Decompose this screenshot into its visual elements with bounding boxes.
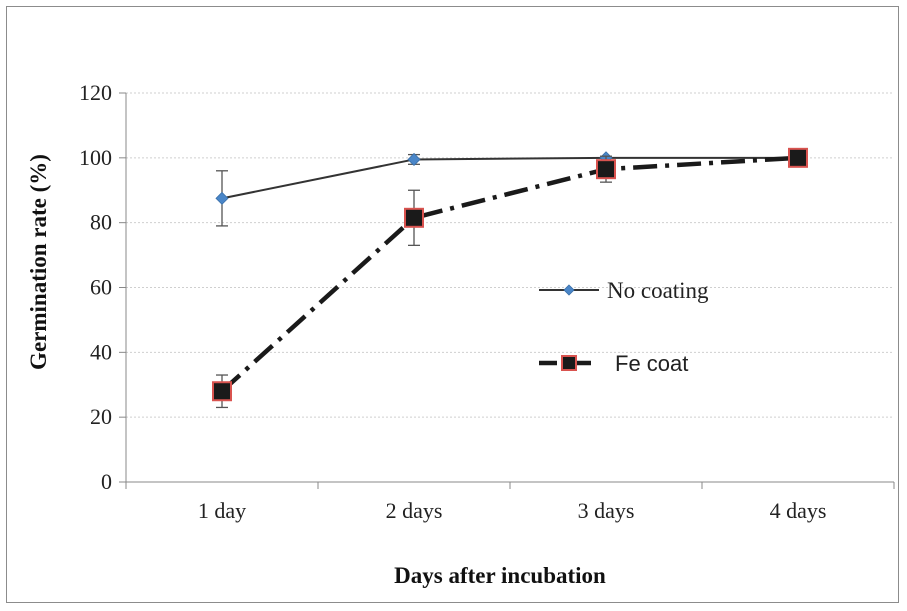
x-tick-label: 1 day <box>198 498 246 523</box>
data-point <box>215 191 229 205</box>
series-layer <box>212 147 808 409</box>
data-point <box>404 207 424 228</box>
gridlines <box>126 92 894 418</box>
x-tick-label: 3 days <box>578 498 635 523</box>
y-tick-labels: 0 20 40 60 80 100 120 <box>79 80 112 494</box>
series-fe-coat <box>212 147 808 409</box>
y-tick-label: 120 <box>79 80 112 105</box>
x-tick-label: 2 days <box>386 498 443 523</box>
data-point <box>407 152 421 167</box>
data-point <box>788 147 808 168</box>
y-axis-title: Germination rate (%) <box>26 154 51 370</box>
y-tick-label: 0 <box>101 469 112 494</box>
y-tick-label: 40 <box>90 339 112 364</box>
legend-marker <box>563 284 575 296</box>
x-axis-title: Days after incubation <box>394 563 606 588</box>
data-point <box>596 159 616 180</box>
y-tick-label: 20 <box>90 404 112 429</box>
chart-frame: 0 20 40 60 80 100 120 1 day 2 days 3 days 4 days … <box>6 6 899 603</box>
y-tick-label: 100 <box>79 145 112 170</box>
data-point <box>212 381 232 402</box>
x-tick-labels: 1 day 2 days 3 days 4 days <box>198 498 827 523</box>
y-tick-label: 80 <box>90 210 112 235</box>
legend-item-fe-coat: Fe coat <box>539 351 688 376</box>
legend-item-no-coating: No coating <box>539 278 709 303</box>
axes <box>119 92 895 489</box>
legend-label: No coating <box>607 278 709 303</box>
series-line <box>220 155 799 393</box>
y-tick-label: 60 <box>90 275 112 300</box>
x-tick-label: 4 days <box>770 498 827 523</box>
series-line <box>221 156 798 200</box>
legend-marker <box>561 355 577 371</box>
legend-label: Fe coat <box>615 351 688 376</box>
legend: No coating Fe coat <box>539 278 709 376</box>
series-no-coating <box>215 151 805 227</box>
